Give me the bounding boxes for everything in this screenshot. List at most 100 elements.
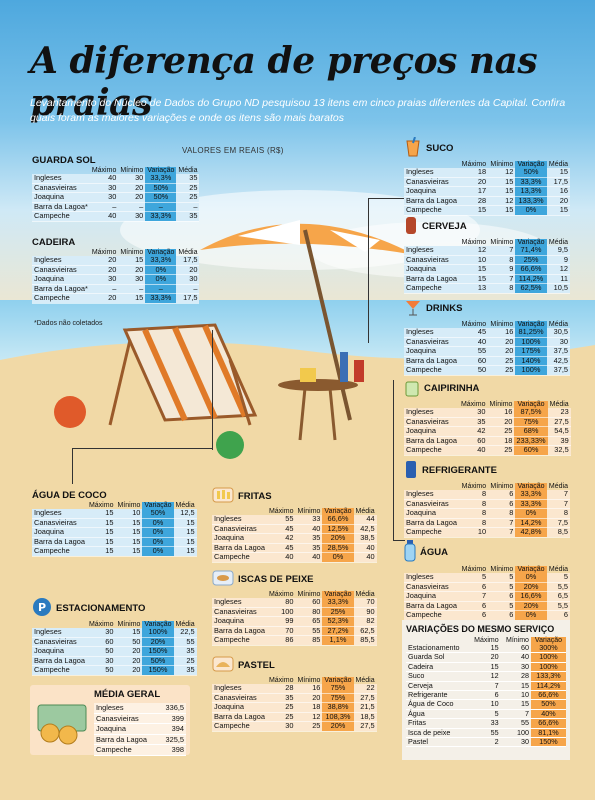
cell-min: 8 xyxy=(488,255,516,266)
cell-var: 133,3% xyxy=(530,671,566,682)
table-row: Joaquina 42 25 68% 54,5 xyxy=(404,427,571,437)
cell-beach: Canasvieiras xyxy=(32,265,90,276)
cell-beach: Canasvieiras xyxy=(212,524,267,535)
header-row: Máximo Mínimo Variação Média xyxy=(212,677,377,684)
cell-max: 60 xyxy=(86,637,116,648)
cell-var: 140% xyxy=(515,356,547,367)
col-header-avg: Média xyxy=(548,483,568,490)
col-header-avg: Média xyxy=(548,239,568,246)
cell-beach: Campeche xyxy=(32,294,90,304)
cell-var: 20% xyxy=(322,722,354,732)
cell-max: 15 xyxy=(459,274,489,285)
cell-min: 20 xyxy=(115,647,143,657)
cell-min: 12 xyxy=(295,712,323,723)
table-title-row: CADEIRA xyxy=(32,237,196,248)
col-header-max: Máximo xyxy=(268,508,294,515)
footnote: *Dados não coletados xyxy=(34,320,103,327)
cell-max: 30 xyxy=(89,183,119,194)
cell-avg: 55 xyxy=(173,637,197,648)
price-table: Máximo Mínimo Variação Média Ingleses 18 12 50%… xyxy=(404,161,570,216)
price-table: Máximo Mínimo Variação Média Ingleses 30 16 87,… xyxy=(404,401,571,456)
cell-avg: 35 xyxy=(176,212,200,222)
cell-var: 66,6% xyxy=(515,265,547,275)
bottle-icon xyxy=(404,540,416,565)
col-header-var: Variação xyxy=(514,401,548,408)
cell-var: 0% xyxy=(142,528,174,538)
cell-var: – xyxy=(145,202,177,213)
cell-max: 50 xyxy=(86,647,116,657)
cell-avg: 27,5 xyxy=(353,722,377,732)
header-row: Máximo Mínimo Variação Média xyxy=(32,621,197,628)
table-row: Campeche 50 25 100% 37,5 xyxy=(404,366,570,376)
cell-var: 87,5% xyxy=(514,407,548,418)
col-header-min: Mínimo xyxy=(117,502,141,509)
header-row: Máximo Mínimo Variação Média xyxy=(404,483,570,490)
cell-max: 30 xyxy=(86,656,116,667)
cell-service: Isca de peixe xyxy=(406,728,469,739)
cell-max: 8 xyxy=(459,518,489,529)
cell-avg: 7,5 xyxy=(546,518,570,529)
table-row: Campeche 6 6 0% 6 xyxy=(404,611,570,621)
table-row: Campeche 13 8 62,5% 10,5 xyxy=(404,284,570,294)
can-icon xyxy=(404,459,418,482)
table-row: Canasvieiras 8 6 33,3% 7 xyxy=(404,499,570,510)
cell-var: 108,3% xyxy=(322,712,354,723)
cell-var: 20% xyxy=(515,601,547,612)
cell-var: 0% xyxy=(322,553,354,563)
table-title: CAIPIRINHA xyxy=(424,383,480,394)
table-row: Ingleses 5 5 0% 5 xyxy=(404,572,570,583)
page-title: A diferença de preços nas praias xyxy=(30,40,538,124)
coconut-icon xyxy=(216,431,244,459)
leader-line xyxy=(72,448,73,484)
cell-service: Água xyxy=(406,709,469,720)
col-header-min: Mínimo xyxy=(297,508,321,515)
cell-max: 10 xyxy=(468,700,501,710)
cell-avg: 12,5 xyxy=(173,508,197,519)
cell-min: 100 xyxy=(500,728,531,739)
cell-avg: 35 xyxy=(176,173,200,184)
cell-avg: 15 xyxy=(173,528,197,538)
cell-min: 15 xyxy=(488,187,516,197)
cell-avg: 5,5 xyxy=(546,582,570,593)
cell-avg: 325,5 xyxy=(159,734,186,745)
cell-min: 18 xyxy=(295,703,323,713)
cell-max: 35 xyxy=(266,693,296,704)
price-table: Máximo Mínimo Variação Média Ingleses 45 16 81,… xyxy=(404,321,570,376)
beer-icon xyxy=(404,215,418,238)
table-row: Joaquina 50 20 150% 35 xyxy=(32,647,197,657)
cell-min: 6 xyxy=(488,499,516,510)
table-row: Barra da Lagoa 15 15 0% 15 xyxy=(32,537,197,548)
cell-avg: 62,5 xyxy=(353,626,377,637)
cell-min: 10 xyxy=(115,508,143,519)
cell-avg: 394 xyxy=(159,723,186,735)
table-fritas: FRITAS Máximo Mínimo Variação Média Ingleses 5… xyxy=(212,486,377,563)
cell-var: 0% xyxy=(142,547,174,557)
cell-var: 33,3% xyxy=(322,597,354,608)
cell-max: 30 xyxy=(266,722,296,732)
col-header-min: Mínimo xyxy=(120,167,144,174)
cell-beach: Ingleses xyxy=(32,508,87,519)
header-row: Máximo Mínimo Variação Média xyxy=(212,591,377,598)
cell-beach: Joaquina xyxy=(212,534,267,544)
table-row: Ingleses 80 60 33,3% 70 xyxy=(212,597,377,608)
cell-beach: Canasvieiras xyxy=(404,582,460,593)
cell-avg: 12 xyxy=(546,265,570,275)
cell-var: 40% xyxy=(530,709,566,720)
cell-service: Estacionamento xyxy=(406,643,469,654)
table-row: Barra da Lagoa 8 7 14,2% 7,5 xyxy=(404,518,570,529)
cell-avg: 82 xyxy=(353,617,377,627)
col-header-min: Mínimo xyxy=(120,249,144,256)
header-row: Máximo Mínimo Variação Média xyxy=(404,321,570,328)
cell-beach: Barra da Lagoa xyxy=(404,274,460,285)
table-row: Campeche 40 25 60% 32,5 xyxy=(404,446,571,456)
col-header-min: Mínimo xyxy=(297,677,321,684)
cell-min: 30 xyxy=(500,662,531,673)
cell-max: 55 xyxy=(459,347,489,357)
col-header-var: Variação xyxy=(322,508,354,515)
cell-min: 25 xyxy=(487,427,515,437)
col-header-max: Máximo xyxy=(91,249,117,256)
cell-var: 50% xyxy=(145,183,177,194)
cell-var: 50% xyxy=(142,508,174,519)
cell-min: 5 xyxy=(488,601,516,612)
table-title: ÁGUA DE COCO xyxy=(32,490,107,501)
